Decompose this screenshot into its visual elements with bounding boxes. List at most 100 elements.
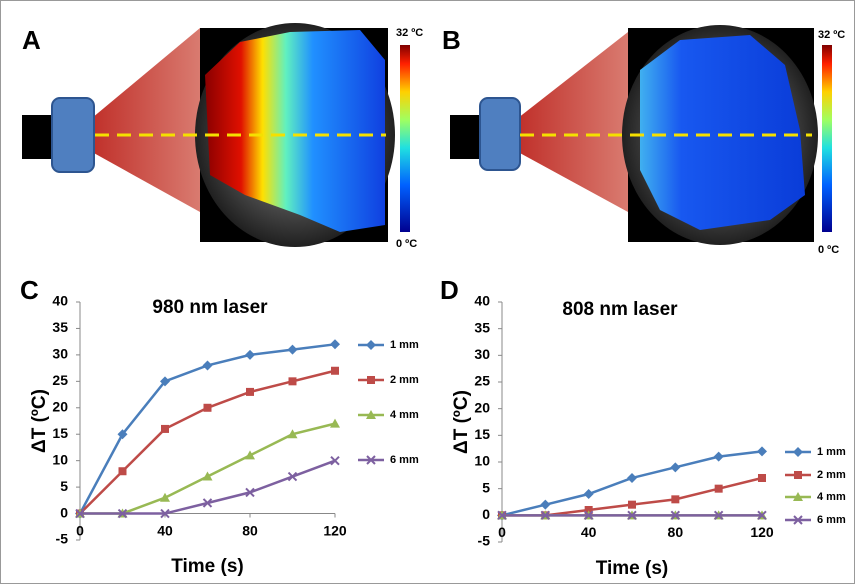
colorbar-max: 32 ºC <box>818 29 845 41</box>
y-tick-label: 30 <box>52 346 68 362</box>
legend-marker <box>367 376 375 384</box>
data-point <box>670 462 681 473</box>
data-point <box>160 376 170 387</box>
data-point <box>671 495 680 504</box>
data-point <box>584 506 593 514</box>
legend-label: 4 mm <box>817 491 846 503</box>
data-point <box>202 471 213 481</box>
data-point <box>670 510 681 521</box>
y-tick-label: 20 <box>52 398 68 414</box>
y-tick-label: 15 <box>474 426 490 442</box>
data-point <box>540 499 551 510</box>
y-tick-label: 40 <box>52 293 68 309</box>
data-point <box>757 446 767 457</box>
y-axis-label: ΔT (ºC) <box>29 389 50 453</box>
laser-head <box>479 97 521 171</box>
legend-label: 1 mm <box>817 446 846 458</box>
colorbar-min: 0 ºC <box>396 238 417 250</box>
data-point <box>757 510 767 521</box>
data-point <box>75 508 85 519</box>
panel-label: D <box>440 275 459 305</box>
data-point <box>161 424 169 433</box>
y-tick-label: 5 <box>60 478 68 494</box>
x-axis-label: Time (s) <box>171 556 244 577</box>
legend-label: 6 mm <box>390 454 419 466</box>
data-point <box>331 366 339 375</box>
data-point <box>202 498 213 508</box>
data-point <box>628 500 636 509</box>
legend-label: 2 mm <box>390 374 419 386</box>
laser-beam <box>92 28 200 212</box>
data-point <box>245 450 255 460</box>
heat-map <box>205 30 385 232</box>
legend-marker <box>793 447 803 457</box>
y-tick-label: 0 <box>482 506 490 522</box>
y-axis-label: ΔT (ºC) <box>451 390 472 454</box>
data-point <box>246 387 254 396</box>
panel-label: C <box>20 275 39 305</box>
x-tick-label: 80 <box>668 524 684 540</box>
y-tick-label: 25 <box>474 373 490 389</box>
x-tick-label: 40 <box>157 522 173 538</box>
data-point <box>627 510 637 521</box>
data-point <box>713 451 724 462</box>
data-point <box>245 487 255 498</box>
data-point <box>245 349 255 360</box>
data-point <box>627 473 637 483</box>
y-tick-label: 40 <box>474 293 490 309</box>
data-point <box>287 344 298 355</box>
data-point <box>160 508 170 519</box>
y-tick-label: 10 <box>474 453 490 469</box>
legend-label: 2 mm <box>817 469 846 481</box>
y-tick-label: 35 <box>52 319 68 335</box>
data-point <box>583 489 594 499</box>
legend-label: 6 mm <box>817 514 846 526</box>
y-tick-label: 10 <box>52 451 68 467</box>
data-point <box>287 429 298 439</box>
data-point <box>583 510 594 521</box>
x-tick-label: 40 <box>581 524 597 540</box>
data-point <box>288 377 297 386</box>
data-point <box>497 510 507 521</box>
chart-title: 808 nm laser <box>562 299 678 320</box>
y-tick-label: -5 <box>478 533 491 549</box>
colorbar-max: 32 ºC <box>396 27 423 39</box>
chart-title: 980 nm laser <box>152 297 268 318</box>
x-tick-label: 120 <box>750 524 774 540</box>
colorbar <box>822 45 832 232</box>
legend-marker <box>794 471 802 479</box>
y-tick-label: -5 <box>56 531 69 547</box>
y-tick-label: 15 <box>52 425 68 441</box>
y-tick-label: 5 <box>482 479 490 495</box>
y-tick-label: 35 <box>474 319 490 335</box>
data-point <box>330 455 340 466</box>
laser-head <box>51 97 95 173</box>
heat-map <box>640 35 805 230</box>
data-point <box>117 508 128 519</box>
laser-beam <box>518 32 628 212</box>
y-tick-label: 20 <box>474 399 490 415</box>
x-tick-label: 120 <box>323 522 347 538</box>
data-point <box>287 471 298 482</box>
y-tick-label: 0 <box>60 504 68 520</box>
legend-label: 4 mm <box>390 409 419 421</box>
colorbar <box>400 45 410 232</box>
data-point <box>160 492 170 502</box>
x-tick-label: 80 <box>242 522 258 538</box>
data-point <box>540 510 551 521</box>
legend-label: 1 mm <box>390 339 419 351</box>
panel-label: A <box>22 25 41 55</box>
data-point <box>117 429 128 440</box>
series-line <box>502 476 763 517</box>
legend-marker <box>366 340 376 350</box>
legend-marker <box>793 492 803 501</box>
legend-marker <box>366 455 376 465</box>
data-point <box>118 467 127 476</box>
colorbar-min: 0 ºC <box>818 244 839 256</box>
data-point <box>758 474 766 482</box>
laser-body <box>450 115 482 159</box>
data-point <box>330 339 340 350</box>
series-line <box>80 459 336 515</box>
x-tick-label: 0 <box>498 524 506 540</box>
